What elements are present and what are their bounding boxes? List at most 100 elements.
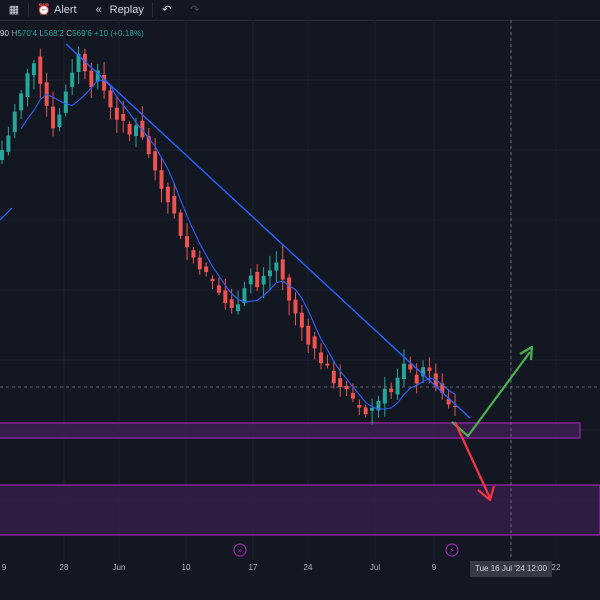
undo-icon: ↶ xyxy=(162,4,172,16)
layout-button[interactable]: ▦ xyxy=(0,0,28,20)
change-value: +10 (+0.18%) xyxy=(94,29,144,38)
candle-body xyxy=(344,385,349,390)
toolbar-divider xyxy=(28,3,29,17)
candle-body xyxy=(19,93,24,111)
low-value: 568'2 xyxy=(44,29,64,38)
candle-body xyxy=(63,91,68,113)
candle-body xyxy=(287,277,292,301)
replay-label: Replay xyxy=(109,4,144,16)
x-tick: 9 xyxy=(1,563,7,572)
candle-body xyxy=(453,405,457,408)
flash-marker-icon: ⚡ xyxy=(445,543,459,557)
candle-body xyxy=(204,266,209,273)
x-tick: 17 xyxy=(248,563,258,572)
candle-body xyxy=(12,111,17,133)
redo-icon: ↷ xyxy=(190,4,200,16)
lower-zone xyxy=(0,484,600,536)
rewind-icon: « xyxy=(95,4,102,16)
candle-body xyxy=(319,352,324,363)
candle-body xyxy=(178,212,183,236)
candlesticks xyxy=(0,46,457,425)
bullish-arrowhead xyxy=(519,345,534,361)
projection-arrows xyxy=(451,345,534,502)
candle-body xyxy=(248,275,253,285)
candle-body xyxy=(114,107,119,120)
candle-body xyxy=(57,114,62,128)
x-tick: Jul xyxy=(369,563,381,572)
candle-body xyxy=(159,170,164,189)
grid-icon: ▦ xyxy=(8,4,20,16)
alert-button[interactable]: ⏰ Alert xyxy=(29,0,85,20)
candle-body xyxy=(427,367,432,371)
candle-body xyxy=(331,370,336,384)
candle-body xyxy=(267,270,272,277)
alarm-clock-icon: ⏰ xyxy=(37,4,51,16)
upper-zone xyxy=(0,422,581,439)
candle-body xyxy=(440,383,445,393)
candle-body xyxy=(325,363,330,366)
candle-body xyxy=(51,106,56,129)
candle-body xyxy=(229,299,234,308)
candle-body xyxy=(395,377,400,395)
candle-body xyxy=(255,271,260,288)
bearish-projection-arrow xyxy=(454,421,491,499)
x-tick: 28 xyxy=(59,563,69,572)
descending-trendline xyxy=(65,43,471,419)
candle-body xyxy=(261,275,266,285)
candle-body xyxy=(370,407,375,411)
price-chart[interactable]: » ⚡ xyxy=(0,20,600,560)
candle-body xyxy=(82,53,87,72)
candle-body xyxy=(357,405,362,408)
candle-body xyxy=(153,151,158,171)
candle-body xyxy=(382,388,387,404)
candle-body xyxy=(236,304,241,312)
candle-body xyxy=(408,364,413,370)
low-label: L xyxy=(39,29,45,38)
support-zones xyxy=(0,422,600,536)
candle-body xyxy=(121,113,126,121)
candle-body xyxy=(350,393,355,399)
candle-body xyxy=(242,288,247,304)
candle-body xyxy=(102,75,107,91)
open-value: 90 xyxy=(0,29,10,38)
high-label: H xyxy=(11,29,18,38)
ohlc-legend: 90 H570'4 L568'2 C569'6 +10 (+0.18%) xyxy=(0,29,144,38)
close-label: C xyxy=(66,29,73,38)
high-value: 570'4 xyxy=(17,29,38,38)
redo-button[interactable]: ↷ xyxy=(181,0,209,20)
alert-label: Alert xyxy=(54,4,77,16)
candle-body xyxy=(293,299,298,314)
undo-button[interactable]: ↶ xyxy=(153,0,181,20)
x-tick: Jun xyxy=(112,563,126,572)
chart-grid xyxy=(0,20,600,560)
candle-body xyxy=(133,125,138,137)
candle-body xyxy=(401,363,406,380)
candle-body xyxy=(338,378,343,387)
candle-body xyxy=(140,120,145,138)
time-axis[interactable]: 9 28 Jun 10 17 24 Jul 9 22 xyxy=(0,560,600,580)
x-tick: 22 xyxy=(551,563,561,572)
candle-body xyxy=(446,398,451,405)
replay-marker-icon: » xyxy=(233,543,247,557)
candle-body xyxy=(389,388,394,393)
candle-body xyxy=(25,73,30,97)
candle-body xyxy=(216,285,221,293)
crosshair-time-label: Tue 16 Jul '24 12:00 xyxy=(470,561,552,577)
candle-body xyxy=(191,250,196,258)
replay-button[interactable]: « Replay xyxy=(85,0,152,20)
candle-body xyxy=(89,70,94,88)
ma-left-segment xyxy=(0,207,13,221)
candle-body xyxy=(312,336,317,349)
candle-body xyxy=(210,278,215,282)
x-tick: 24 xyxy=(303,563,313,572)
bottom-strip xyxy=(0,580,600,600)
candle-body xyxy=(376,400,381,411)
candle-body xyxy=(127,123,132,135)
candle-body xyxy=(197,257,202,270)
candle-body xyxy=(274,262,279,271)
candle-body xyxy=(306,325,311,345)
candle-body xyxy=(280,259,285,280)
candle-body xyxy=(146,136,151,155)
candle-body xyxy=(76,53,81,72)
candle-body xyxy=(172,196,177,214)
